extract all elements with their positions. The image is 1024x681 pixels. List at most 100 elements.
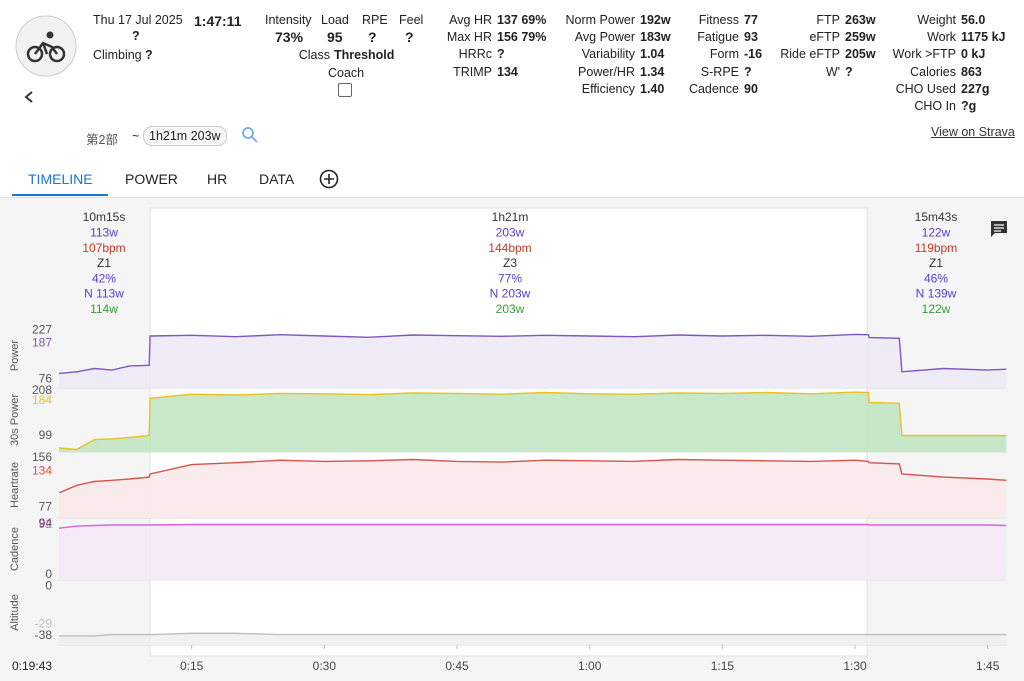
interval-text: Z1 (97, 256, 111, 270)
interval-text: 203w (496, 225, 525, 239)
stat-value: 1.04 (640, 47, 665, 62)
load-label: Feel (399, 13, 424, 27)
cursor-time: 0:19:43 (12, 659, 52, 673)
stat-value: 134 (497, 64, 518, 79)
stat-label: Avg HR (449, 13, 492, 27)
series-line (58, 391, 1007, 451)
stat-label: CHO Used (895, 81, 956, 96)
x-tick-label: 0:15 (180, 659, 204, 673)
y-tick-label: 134 (32, 464, 52, 478)
tab-underline (12, 194, 108, 196)
stat-value: -16 (744, 47, 763, 62)
stat-value: 205w (845, 47, 876, 62)
stat-label: Fatigue (697, 30, 739, 45)
stat-label: HRRc (458, 47, 492, 62)
add-tab[interactable] (318, 168, 340, 190)
series-area (59, 633, 1007, 645)
y-tick-label: -38 (35, 628, 53, 642)
y-tick-label: 0 (45, 579, 52, 593)
coach-checkbox[interactable] (338, 83, 352, 97)
tab[interactable]: DATA (259, 171, 295, 187)
series-area (59, 334, 1007, 388)
activity-name[interactable]: ? (132, 29, 140, 43)
panel-label: Power (9, 340, 21, 372)
series-area (59, 524, 1007, 580)
stat-label: Efficiency (581, 81, 635, 96)
interval-text: 15m43s (915, 210, 958, 224)
stat-label: Form (709, 47, 739, 62)
panel-label: Altitude (9, 594, 21, 631)
strava-link[interactable]: View on Strava (931, 125, 1015, 139)
y-tick-label: 77 (39, 499, 53, 513)
y-tick-label: 184 (32, 393, 52, 407)
back-button[interactable] (22, 90, 36, 104)
load-value[interactable]: ? (368, 29, 377, 45)
interval-text: 42% (92, 271, 116, 285)
stat-label: CHO In (914, 99, 956, 113)
date: Thu 17 Jul 2025 (93, 13, 183, 27)
tab[interactable]: TIMELINE (28, 171, 93, 187)
avatar (15, 15, 77, 77)
load-value: 73% (275, 29, 304, 45)
y-tick-label: 76 (39, 372, 53, 386)
stat-value: ? (845, 64, 853, 79)
climbing-value[interactable]: ? (145, 48, 153, 62)
interval-text: N 113w (84, 287, 124, 301)
y-tick-label: 99 (39, 428, 53, 442)
load-value: 95 (327, 29, 343, 45)
stat-label: Work >FTP (892, 47, 956, 62)
y-tick-label: 94 (39, 516, 53, 530)
stat-label: TRIMP (453, 64, 492, 79)
y-tick-label: 92 (39, 517, 53, 531)
interval-text: 144bpm (488, 241, 531, 255)
stat-label: FTP (816, 13, 840, 27)
interval-text: 122w (922, 302, 951, 316)
stat-value: 137 69% (497, 13, 547, 27)
interval-text: Z3 (503, 256, 517, 270)
stat-value: 227g (961, 81, 990, 96)
stat-value: 93 (744, 30, 758, 45)
tab[interactable]: HR (207, 171, 228, 187)
load-label: RPE (362, 13, 388, 27)
segment-chip[interactable]: 1h21m 203w (143, 126, 227, 146)
x-tick-label: 1:45 (976, 659, 1000, 673)
stat-label: Work (927, 30, 956, 45)
stat-label: Weight (917, 13, 956, 27)
x-tick-label: 1:00 (578, 659, 602, 673)
panel-label: 30s Power (9, 394, 21, 446)
interval-text: 122w (922, 225, 951, 239)
series-line (58, 333, 1007, 375)
y-tick-label: 208 (32, 383, 52, 397)
coach-label: Coach (328, 66, 365, 80)
interval-text: 113w (90, 225, 118, 239)
segment-sep: ~ (132, 129, 140, 143)
stat-label: Fitness (698, 13, 739, 27)
x-tick-label: 0:45 (445, 659, 469, 673)
segment-label: 第2部 (86, 133, 118, 147)
climbing-label: Climbing (93, 48, 142, 62)
stat-value: 77 (744, 13, 758, 27)
interval-text: 114w (90, 302, 118, 316)
load-value[interactable]: ? (405, 29, 414, 45)
stat-value: 263w (845, 13, 876, 27)
stat-value: 259w (845, 30, 876, 45)
x-tick-label: 1:15 (711, 659, 735, 673)
load-label: Intensity (265, 13, 312, 27)
stat-value: 1.40 (640, 81, 665, 96)
stat-value: ? (497, 47, 505, 62)
stat-value: 192w (640, 13, 671, 27)
tab[interactable]: POWER (125, 171, 178, 187)
interval-text: 119bpm (915, 241, 957, 255)
series-line (58, 523, 1007, 529)
stat-value: 156 79% (497, 30, 547, 45)
y-tick-label: 0 (45, 567, 52, 581)
stat-label: Cadence (688, 81, 739, 96)
stat-label: Calories (910, 64, 956, 79)
panel-label: Heartrate (9, 462, 21, 508)
interval-text: 1h21m (492, 210, 529, 224)
comment-icon[interactable] (988, 218, 1010, 240)
series-line (58, 458, 1007, 494)
search-icon[interactable] (241, 126, 259, 144)
